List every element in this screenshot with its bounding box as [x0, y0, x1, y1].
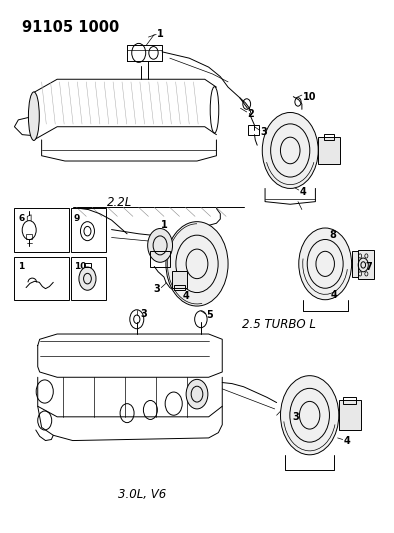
Text: 3: 3 [141, 309, 147, 319]
Bar [339, 400, 361, 430]
Circle shape [148, 229, 173, 262]
Bar [358, 250, 374, 279]
Text: 3: 3 [261, 127, 268, 137]
Bar [26, 234, 32, 239]
Text: 4: 4 [331, 290, 337, 300]
Bar [351, 251, 370, 277]
Circle shape [166, 222, 228, 306]
Text: 4: 4 [299, 187, 306, 197]
Ellipse shape [28, 92, 39, 140]
Circle shape [281, 376, 339, 455]
Text: 1: 1 [161, 220, 167, 230]
Circle shape [186, 379, 208, 409]
Bar [71, 208, 106, 252]
Bar [343, 397, 356, 403]
Text: 3: 3 [154, 284, 160, 294]
Text: 3: 3 [292, 412, 299, 422]
Text: 2: 2 [247, 109, 254, 118]
Text: 7: 7 [366, 262, 372, 271]
Text: 1: 1 [18, 262, 24, 271]
Bar [15, 257, 69, 300]
Bar [248, 125, 259, 135]
Bar [172, 271, 187, 288]
Bar [15, 208, 69, 252]
Circle shape [299, 228, 351, 300]
Text: 2.2L: 2.2L [107, 196, 132, 208]
Circle shape [79, 267, 96, 290]
Text: 6: 6 [18, 214, 24, 223]
Text: 8: 8 [330, 230, 337, 240]
Text: 5: 5 [206, 310, 213, 320]
Bar [324, 134, 334, 140]
Bar [151, 251, 170, 266]
Text: 10: 10 [303, 92, 316, 102]
Text: 10: 10 [74, 262, 86, 271]
Bar [84, 263, 91, 267]
Text: 2.5 TURBO L: 2.5 TURBO L [242, 318, 316, 331]
Text: 4: 4 [183, 290, 190, 301]
Circle shape [262, 112, 318, 189]
Text: 4: 4 [344, 435, 350, 446]
Text: 91105 1000: 91105 1000 [22, 20, 119, 35]
Bar [318, 138, 340, 164]
Bar [174, 285, 185, 290]
Text: 9: 9 [74, 214, 80, 223]
Text: 3.0L, V6: 3.0L, V6 [119, 488, 167, 501]
Bar [71, 257, 106, 300]
Text: 1: 1 [157, 29, 164, 39]
